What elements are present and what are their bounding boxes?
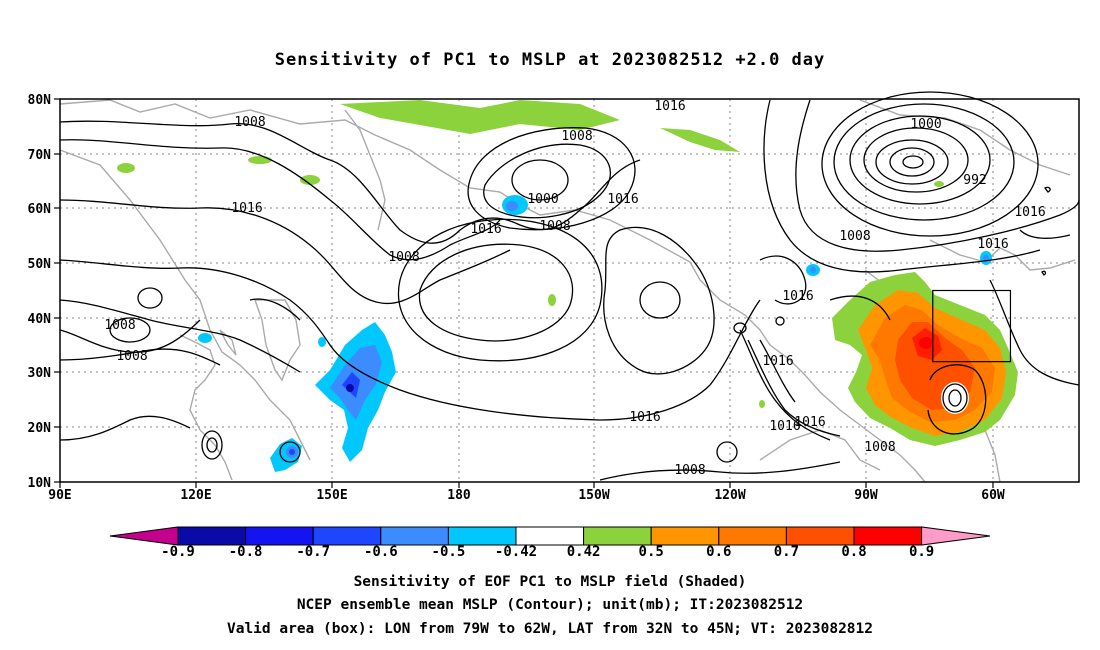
lon-label: 90W bbox=[854, 488, 878, 503]
axis-ticks bbox=[54, 98, 994, 488]
contour-label: 1008 bbox=[864, 440, 895, 455]
valid-area-box bbox=[932, 289, 1012, 363]
contour-label: 1016 bbox=[762, 354, 793, 369]
colorbar-label: -0.5 bbox=[431, 544, 466, 560]
contour-label: 1016 bbox=[1014, 205, 1045, 220]
colorbar-bin bbox=[853, 526, 923, 546]
lat-labels: 80N 70N 60N 50N 40N 30N 20N 10N bbox=[28, 93, 52, 491]
contour-label: 1016 bbox=[977, 237, 1008, 252]
colorbar-label: 0.7 bbox=[773, 544, 800, 560]
colorbar-bin bbox=[245, 526, 314, 546]
colorbar-bin bbox=[312, 526, 382, 546]
lon-labels: 90E 120E 150E 180 150W 120W 90W 60W bbox=[48, 488, 1005, 503]
lon-label: 150E bbox=[316, 488, 347, 503]
colorbar-under-triangle bbox=[109, 526, 179, 546]
colorbar-bin bbox=[447, 526, 517, 546]
colorbar-over-triangle bbox=[921, 526, 991, 546]
contour-label: 992 bbox=[963, 173, 986, 188]
colorbar-bin bbox=[718, 526, 787, 546]
colorbar-label: -0.6 bbox=[363, 544, 398, 560]
lon-label: 60W bbox=[981, 488, 1005, 503]
lat-label: 30N bbox=[28, 366, 52, 381]
colorbar-label: 0.42 bbox=[566, 544, 601, 560]
lat-label: 70N bbox=[28, 148, 52, 163]
colorbar-label: -0.42 bbox=[494, 544, 538, 560]
contour-label: 1008 bbox=[539, 219, 570, 234]
contour-label: 1008 bbox=[234, 115, 265, 130]
contour-label: 1000 bbox=[910, 117, 941, 132]
caption-line-1: Sensitivity of EOF PC1 to MSLP field (Sh… bbox=[353, 574, 747, 590]
contour-label: 1008 bbox=[839, 229, 870, 244]
chart-title: Sensitivity of PC1 to MSLP at 2023082512… bbox=[274, 50, 826, 70]
contour-label: 1008 bbox=[561, 129, 592, 144]
colorbar-label: -0.7 bbox=[296, 544, 331, 560]
negative-sensitivity-shading bbox=[198, 195, 992, 472]
lon-label: 120W bbox=[714, 488, 745, 503]
contour-label: 1016 bbox=[769, 419, 800, 434]
lon-label: 180 bbox=[447, 488, 471, 503]
colorbar-label: 0.9 bbox=[908, 544, 935, 560]
contour-label: 1016 bbox=[470, 222, 501, 237]
contour-label: 1016 bbox=[654, 99, 685, 114]
colorbar-bin bbox=[515, 526, 585, 546]
lat-label: 20N bbox=[28, 421, 52, 436]
contour-label: 1000 bbox=[527, 192, 558, 207]
contour-label: 1008 bbox=[388, 250, 419, 265]
colorbar bbox=[109, 526, 991, 546]
caption-line-2: NCEP ensemble mean MSLP (Contour); unit(… bbox=[296, 597, 804, 613]
lat-label: 50N bbox=[28, 257, 52, 272]
lon-label: 150W bbox=[578, 488, 609, 503]
contour-label: 1016 bbox=[629, 410, 660, 425]
colorbar-bin bbox=[177, 526, 247, 546]
contour-label: 1008 bbox=[674, 463, 705, 478]
contour-label: 1016 bbox=[782, 289, 813, 304]
contour-label: 1016 bbox=[794, 415, 825, 430]
colorbar-label: 0.6 bbox=[706, 544, 732, 560]
colorbar-label: 0.8 bbox=[841, 544, 867, 560]
lat-label: 60N bbox=[28, 202, 52, 217]
lat-label: 40N bbox=[28, 312, 52, 327]
mslp-contours bbox=[59, 91, 1080, 481]
colorbar-bin bbox=[785, 526, 855, 546]
contour-label: 1008 bbox=[116, 349, 147, 364]
contour-labels: 1016 1008 1008 1000 1016 1008 1016 1000 … bbox=[104, 99, 1045, 478]
colorbar-bin bbox=[583, 526, 652, 546]
colorbar-label: 0.5 bbox=[638, 544, 664, 560]
colorbar-label: -0.8 bbox=[228, 544, 263, 560]
contour-label: 1016 bbox=[607, 192, 638, 207]
positive-sensitivity-shading bbox=[117, 100, 1018, 446]
plot-border bbox=[59, 98, 1080, 483]
colorbar-bin bbox=[650, 526, 720, 546]
colorbar-label: -0.9 bbox=[161, 544, 195, 560]
caption-line-3: Valid area (box): LON from 79W to 62W, L… bbox=[226, 621, 873, 637]
contour-label: 1016 bbox=[231, 201, 262, 216]
contour-label: 1008 bbox=[104, 318, 135, 333]
colorbar-bin bbox=[380, 526, 449, 546]
lat-label: 10N bbox=[28, 476, 52, 491]
lon-label: 90E bbox=[48, 488, 71, 503]
lat-label: 80N bbox=[28, 93, 52, 108]
lon-label: 120E bbox=[180, 488, 211, 503]
